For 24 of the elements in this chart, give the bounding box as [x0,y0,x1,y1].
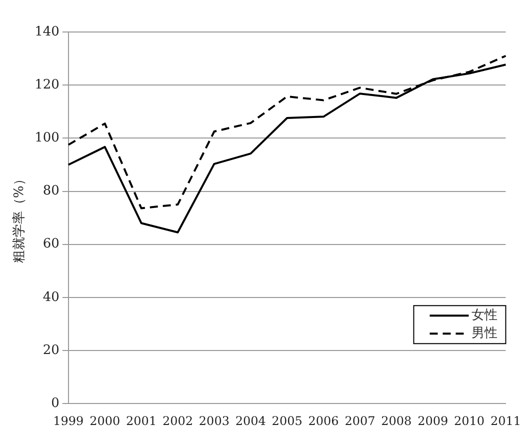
x-tick-label: 2006 [308,414,339,428]
y-tick-label: 120 [34,77,60,92]
x-tick-label: 2004 [235,414,266,428]
x-tick-label: 2005 [272,414,302,428]
x-tick-label: 2011 [490,414,522,428]
y-tick-label: 100 [34,130,60,146]
x-tick-label: 2001 [126,414,157,428]
y-tick-label: 60 [42,236,60,252]
x-tick-label: 1999 [53,414,84,428]
legend-label: 女性 [472,308,498,323]
x-tick-label: 2010 [454,414,485,428]
y-tick-label: 20 [42,342,60,358]
x-tick-label: 2008 [381,414,412,428]
legend-label: 男性 [472,326,498,341]
y-tick-label: 80 [42,184,60,199]
y-tick-label: 40 [42,290,60,305]
x-tick-label: 2002 [162,414,194,428]
y-axis-title: 粗就学率（%） [11,172,28,263]
x-tick-label: 2009 [418,414,448,428]
x-tick-label: 2007 [344,414,376,428]
y-tick-label: 140 [34,24,60,40]
y-tick-label: 0 [51,396,60,411]
x-tick-label: 2003 [198,414,230,428]
x-tick-label: 2000 [90,414,120,428]
